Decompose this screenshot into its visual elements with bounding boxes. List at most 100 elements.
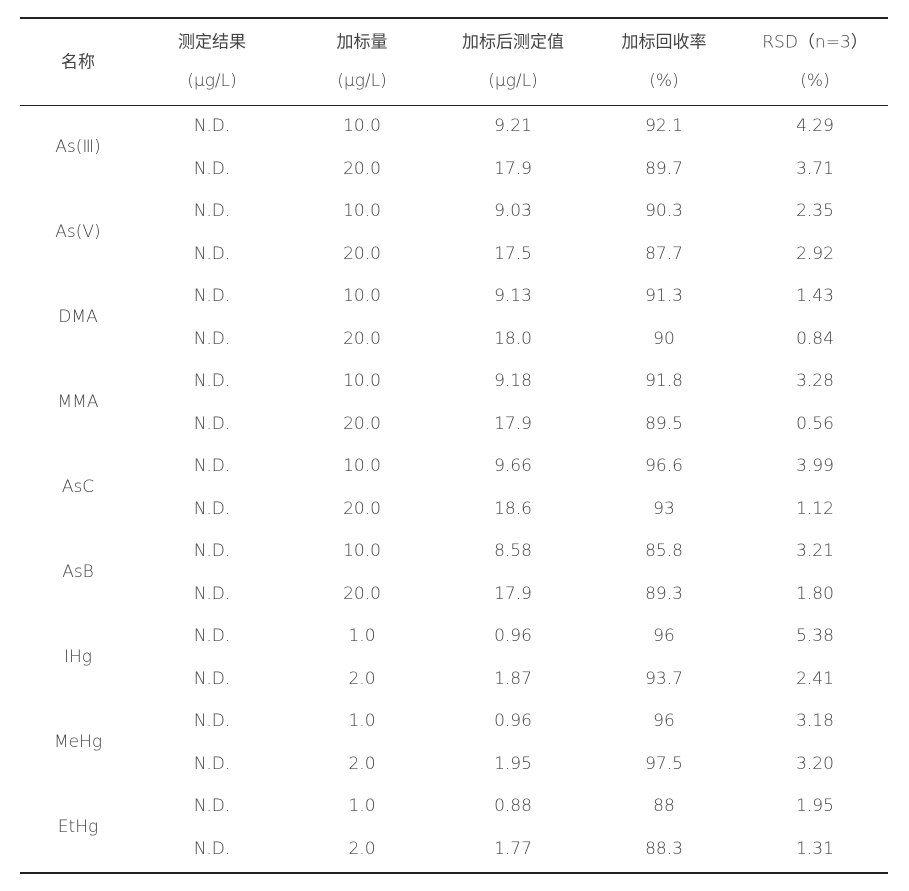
data-cell: 1.87 <box>494 668 532 689</box>
data-cell: 3.18 <box>796 711 834 731</box>
row-name: AsC <box>61 477 95 498</box>
data-cell: N.D. <box>193 796 231 816</box>
data-cell: 1.80 <box>796 583 834 604</box>
data-cell: 1.77 <box>494 838 532 859</box>
data-cell: 1.95 <box>494 753 532 774</box>
data-cell: 1.95 <box>796 796 834 816</box>
data-cell: 2.35 <box>796 201 834 221</box>
data-cell: 10.0 <box>343 201 381 221</box>
data-cell: 88.3 <box>645 838 683 859</box>
data-cell: 3.21 <box>796 541 834 561</box>
row-name: IHg <box>64 647 92 668</box>
header-title: 加标后测定值 <box>462 32 564 53</box>
top-rule <box>20 17 888 19</box>
data-cell: 89.3 <box>645 583 683 604</box>
data-cell: N.D. <box>193 243 231 264</box>
data-cell: 9.66 <box>494 456 532 476</box>
data-cell: N.D. <box>193 201 231 221</box>
data-cell: 91.3 <box>645 286 683 306</box>
data-cell: 10.0 <box>343 371 381 391</box>
header-cell: 名称 <box>61 52 95 73</box>
data-cell: 90.3 <box>645 201 683 221</box>
data-cell: 1.43 <box>796 286 834 306</box>
data-cell: 9.18 <box>494 371 532 391</box>
data-cell: 5.38 <box>796 626 834 646</box>
row-name: MeHg <box>53 732 103 753</box>
data-cell: 18.0 <box>494 328 532 349</box>
data-cell: N.D. <box>193 328 231 349</box>
header-title: 测定结果 <box>178 32 246 53</box>
data-cell: N.D. <box>193 371 231 391</box>
data-cell: 17.9 <box>494 583 532 604</box>
data-cell: 2.0 <box>348 668 376 689</box>
data-cell: 96 <box>653 626 675 646</box>
header-unit: (%) <box>800 71 830 91</box>
header-unit: (%) <box>649 71 679 91</box>
data-cell: 85.8 <box>645 541 683 561</box>
data-cell: N.D. <box>193 838 231 859</box>
header-unit: (μg/L) <box>187 71 237 91</box>
data-cell: N.D. <box>193 456 231 476</box>
data-cell: 91.8 <box>645 371 683 391</box>
data-cell: N.D. <box>193 541 231 561</box>
data-cell: N.D. <box>193 626 231 646</box>
row-name: MMA <box>57 392 99 413</box>
data-cell: 96 <box>653 711 675 731</box>
data-cell: 90 <box>653 328 675 349</box>
header-title: 加标回收率 <box>621 32 707 53</box>
data-cell: 2.0 <box>348 838 376 859</box>
data-cell: 3.71 <box>796 158 834 179</box>
data-cell: N.D. <box>193 116 231 136</box>
data-cell: 0.56 <box>796 413 834 434</box>
data-cell: 20.0 <box>343 158 381 179</box>
data-cell: 18.6 <box>494 498 532 519</box>
header-title: 加标量 <box>336 32 388 53</box>
data-cell: 89.7 <box>645 158 683 179</box>
row-name: As(Ⅲ) <box>55 137 101 158</box>
header-rule <box>20 105 888 106</box>
data-cell: 3.20 <box>796 753 834 774</box>
data-cell: 93.7 <box>645 668 683 689</box>
data-cell: 20.0 <box>343 583 381 604</box>
data-cell: 87.7 <box>645 243 683 264</box>
data-cell: 9.21 <box>494 116 532 136</box>
data-cell: 4.29 <box>796 116 834 136</box>
data-cell: 89.5 <box>645 413 683 434</box>
data-cell: 0.84 <box>796 328 834 349</box>
data-cell: N.D. <box>193 158 231 179</box>
row-name: EtHg <box>57 817 99 838</box>
header-title: RSD（n=3） <box>762 32 868 53</box>
header-unit: (μg/L) <box>488 71 538 91</box>
data-cell: 1.0 <box>348 626 376 646</box>
data-cell: 8.58 <box>494 541 532 561</box>
data-cell: 10.0 <box>343 116 381 136</box>
data-cell: 88 <box>653 796 675 816</box>
data-cell: 1.31 <box>796 838 834 859</box>
data-cell: 96.6 <box>645 456 683 476</box>
data-cell: N.D. <box>193 286 231 306</box>
data-cell: 2.0 <box>348 753 376 774</box>
data-cell: 10.0 <box>343 286 381 306</box>
data-cell: 9.03 <box>494 201 532 221</box>
data-cell: 9.13 <box>494 286 532 306</box>
data-cell: 3.28 <box>796 371 834 391</box>
data-cell: 0.88 <box>494 796 532 816</box>
row-name: DMA <box>58 307 98 328</box>
data-cell: 2.41 <box>796 668 834 689</box>
data-cell: 93 <box>653 498 675 519</box>
data-cell: 1.12 <box>796 498 834 519</box>
data-cell: 1.0 <box>348 711 376 731</box>
data-cell: 97.5 <box>645 753 683 774</box>
data-cell: 0.96 <box>494 711 532 731</box>
data-cell: N.D. <box>193 413 231 434</box>
data-cell: 0.96 <box>494 626 532 646</box>
data-cell: N.D. <box>193 498 231 519</box>
data-cell: N.D. <box>193 711 231 731</box>
data-cell: 17.9 <box>494 158 532 179</box>
data-cell: 1.0 <box>348 796 376 816</box>
data-cell: 10.0 <box>343 541 381 561</box>
data-cell: 10.0 <box>343 456 381 476</box>
data-cell: N.D. <box>193 668 231 689</box>
data-cell: 2.92 <box>796 243 834 264</box>
